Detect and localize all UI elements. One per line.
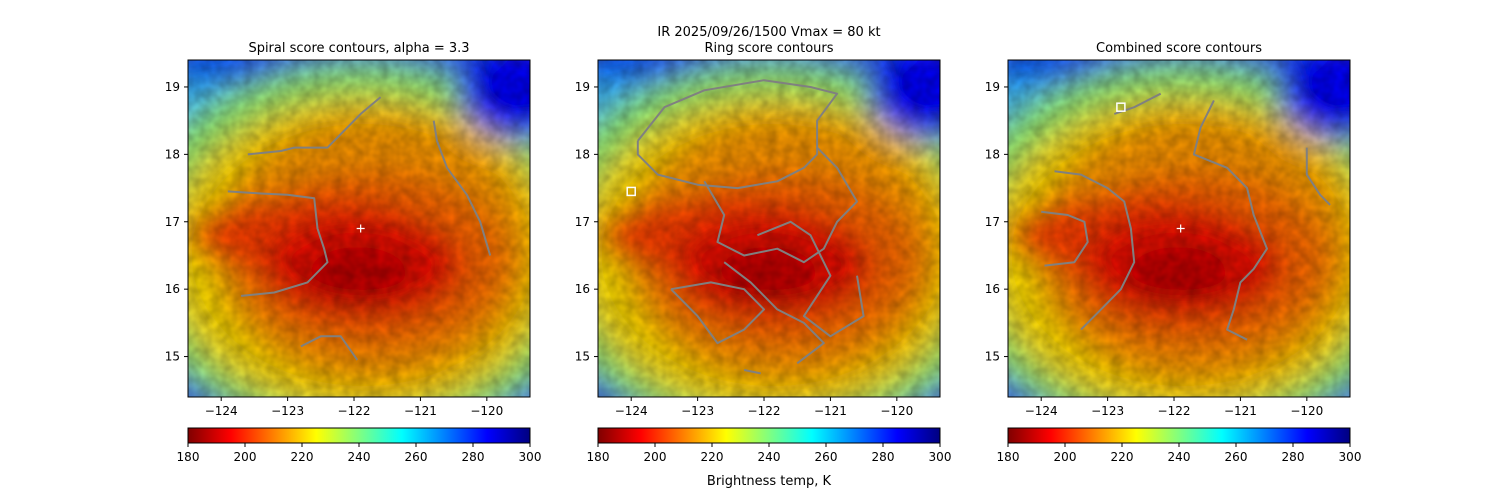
colorbar-tick-label: 220 — [701, 450, 724, 464]
colorbar: 180 200 220 240 260 280 300 — [587, 427, 952, 464]
y-tick-label: 16 — [165, 282, 180, 296]
x-tick-label: −120 — [1290, 404, 1323, 418]
contour-line-3 — [670, 281, 765, 345]
spiral-contours — [227, 96, 492, 361]
colorbar-tick-label: 300 — [519, 450, 542, 464]
panel-markers — [356, 224, 365, 233]
ir-image — [188, 60, 530, 397]
x-tick-label: −124 — [205, 404, 238, 418]
colorbar: 180 200 220 240 260 280 300 — [997, 427, 1362, 464]
colorbar-tick-label: 260 — [815, 450, 838, 464]
colorbar-ticks: 180 200 220 240 260 280 300 — [587, 443, 952, 464]
x-tick-label: −122 — [1158, 404, 1191, 418]
colorbar-tick-label: 260 — [1225, 450, 1248, 464]
contour-line-2 — [757, 220, 865, 338]
ring-contours — [636, 79, 865, 375]
colorbar-tick-label: 260 — [405, 450, 428, 464]
colorbar-tick-label: 200 — [1054, 450, 1077, 464]
colorbar-tick-label: 200 — [644, 450, 667, 464]
colorbar-label: Brightness temp, K — [707, 474, 832, 489]
contour-line-0 — [636, 79, 839, 190]
colorbar-tick-label: 220 — [291, 450, 314, 464]
y-tick-label: 16 — [575, 282, 590, 296]
y-tick-label: 18 — [575, 147, 590, 161]
contour-line-1 — [703, 146, 858, 264]
contour-line-2 — [432, 120, 492, 256]
contour-line-2 — [1041, 210, 1089, 267]
square-marker — [1116, 102, 1126, 112]
panel-markers — [626, 186, 636, 197]
figure-suptitle: IR 2025/09/26/1500 Vmax = 80 kt — [657, 25, 880, 40]
panel-markers — [1116, 102, 1185, 233]
colorbar-tick-label: 240 — [758, 450, 781, 464]
axes-frame — [597, 59, 941, 398]
colorbar: 180 200 220 240 260 280 300 — [177, 427, 542, 464]
axes-frame — [187, 59, 531, 398]
y-tick-label: 19 — [165, 80, 180, 94]
y-tick-label: 17 — [985, 215, 1000, 229]
x-tick-label: −122 — [338, 404, 371, 418]
x-tick-label: −124 — [615, 404, 648, 418]
colorbar-tick-label: 240 — [348, 450, 371, 464]
colorbar-tick-label: 300 — [1339, 450, 1362, 464]
colorbar-ticks: 180 200 220 240 260 280 300 — [997, 443, 1362, 464]
colorbar-tick-label: 180 — [997, 450, 1020, 464]
ir-image — [598, 60, 940, 397]
contour-line-5 — [743, 369, 761, 375]
panel-ring: Ring score contours −124 −123 −122 −121 −120… — [575, 41, 952, 489]
contour-line-1 — [227, 190, 329, 297]
colorbar-ticks: 180 200 220 240 260 280 300 — [177, 443, 542, 464]
x-tick-label: −122 — [748, 404, 781, 418]
axis-ticks: −124 −123 −122 −121 −120 15 16 17 18 19 — [985, 80, 1324, 418]
y-tick-label: 15 — [575, 350, 590, 364]
x-tick-label: −121 — [1224, 404, 1257, 418]
colorbar-tick-label: 180 — [177, 450, 200, 464]
x-tick-label: −123 — [1091, 404, 1124, 418]
y-tick-label: 19 — [985, 80, 1000, 94]
axes-frame — [1007, 59, 1351, 398]
x-tick-label: −120 — [470, 404, 503, 418]
colorbar-tick-label: 180 — [587, 450, 610, 464]
x-tick-label: −121 — [404, 404, 437, 418]
y-tick-label: 19 — [575, 80, 590, 94]
y-tick-label: 17 — [165, 215, 180, 229]
x-tick-label: −123 — [681, 404, 714, 418]
y-tick-label: 15 — [165, 350, 180, 364]
square-marker — [626, 186, 636, 197]
axis-ticks: −124 −123 −122 −121 −120 15 16 17 18 19 — [575, 80, 914, 418]
colorbar-tick-label: 300 — [929, 450, 952, 464]
contour-line-4 — [1305, 147, 1331, 206]
contour-line-4 — [723, 261, 825, 365]
colorbar-tick-label: 240 — [1168, 450, 1191, 464]
colorbar-tick-label: 280 — [1282, 450, 1305, 464]
panel-title: Combined score contours — [1096, 41, 1262, 56]
x-tick-label: −120 — [880, 404, 913, 418]
contour-line-0 — [247, 96, 382, 156]
y-tick-label: 17 — [575, 215, 590, 229]
panel-title: Ring score contours — [704, 41, 833, 56]
panel-spiral: Spiral score contours, alpha = 3.3 −124−… — [165, 41, 542, 464]
y-tick-label: 15 — [985, 350, 1000, 364]
colorbar-tick-label: 280 — [462, 450, 485, 464]
x-tick-label: −121 — [814, 404, 847, 418]
panel-title: Spiral score contours, alpha = 3.3 — [248, 41, 469, 56]
x-tick-label: −123 — [271, 404, 304, 418]
colorbar-tick-label: 200 — [234, 450, 257, 464]
combined-contours — [1041, 92, 1331, 341]
x-tick-label: −124 — [1025, 404, 1058, 418]
axis-ticks: −124 −123 −122 −121 −120 15 16 17 18 19 — [165, 80, 504, 418]
center-marker — [356, 224, 365, 233]
y-tick-label: 16 — [985, 282, 1000, 296]
colorbar-tick-label: 220 — [1111, 450, 1134, 464]
panel-combined: Combined score contours −124 −123 −122 −121… — [985, 41, 1362, 464]
y-tick-label: 18 — [985, 147, 1000, 161]
center-marker — [1176, 224, 1185, 233]
contour-line-3 — [300, 335, 359, 361]
contour-line-1 — [1054, 170, 1136, 331]
contour-line-3 — [1192, 99, 1268, 341]
y-tick-label: 18 — [165, 147, 180, 161]
colorbar-tick-label: 280 — [872, 450, 895, 464]
ir-image — [1008, 60, 1350, 397]
